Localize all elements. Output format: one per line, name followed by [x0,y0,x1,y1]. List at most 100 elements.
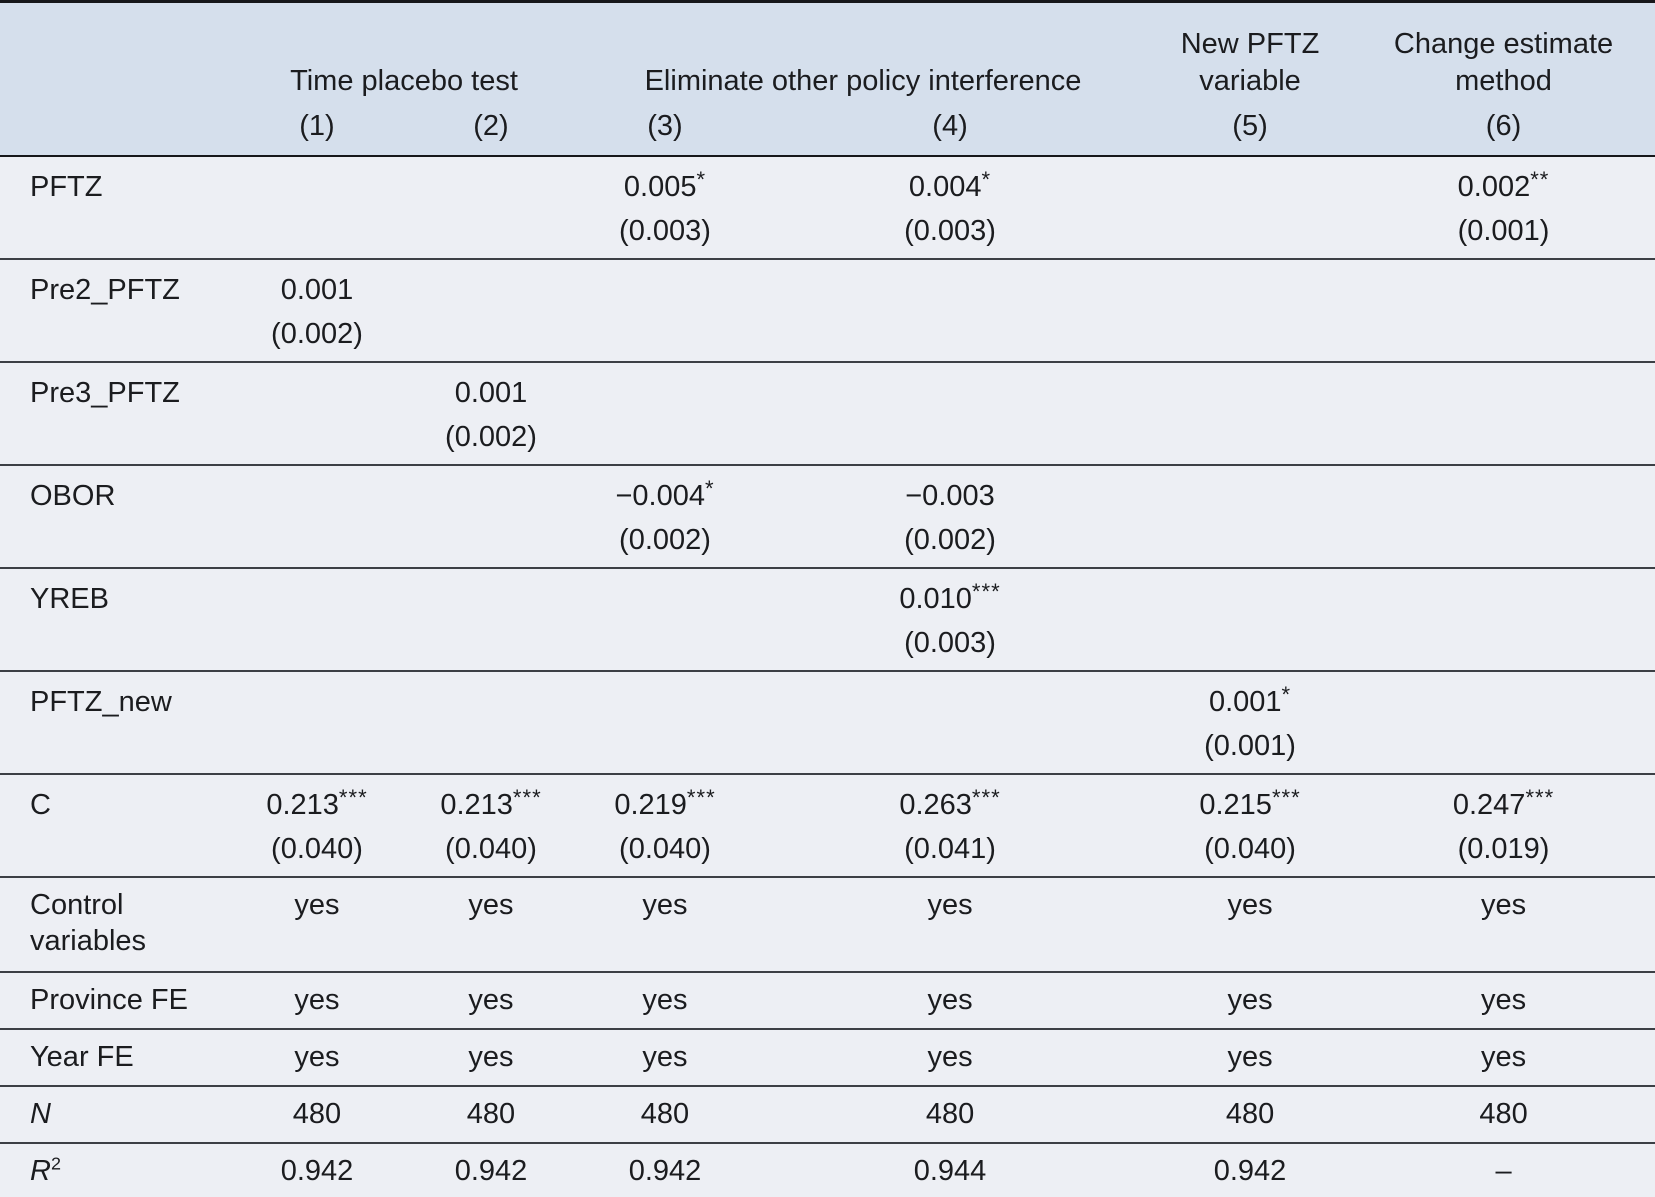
coefficient-value: 0.001 [454,377,528,409]
coefficient-value: 0.263*** [899,784,1001,821]
row-label-obor: OBOR [0,465,230,568]
cell-n-col3: 480 [640,1098,690,1130]
standard-error [230,621,404,665]
significance-stars: * [1281,681,1292,707]
cell-year-fe-col5: yes [1227,1041,1273,1073]
cell-year-fe-col4: yes [927,1041,973,1073]
standard-error: (0.019) [1457,833,1550,865]
cell-province-fe-col6: yes [1480,984,1527,1016]
coefficient-value [1148,165,1352,209]
cell-r2-col3: 0.942 [628,1154,702,1187]
row-label-text: N [30,1098,51,1130]
coefficient-value [1352,577,1655,621]
standard-error [578,724,752,768]
significance-stars: *** [512,784,542,810]
standard-error [404,724,578,768]
coefficient-value [578,680,752,724]
cell-control-variables-col1: yes [294,889,340,921]
cell-pre2-pftz-col2 [404,259,578,362]
cell-pftz-col3: 0.005* (0.003) [578,156,752,259]
coefficient-value: 0.010*** [899,578,1001,615]
coefficient-value: 0.219*** [614,784,716,821]
variable-name: Pre2_PFTZ [30,274,180,306]
coefficient-value: 0.001 [280,274,354,306]
coefficient-value [404,165,578,209]
cell-pre2-pftz-col1: 0.001 (0.002) [230,259,404,362]
standard-error [1148,209,1352,253]
standard-error [1352,724,1655,768]
cell-r2-col5: 0.942 [1213,1154,1287,1187]
standard-error [404,312,578,356]
cell-yreb-col2 [404,568,578,671]
standard-error: (0.002) [445,421,537,453]
cell-yreb-col6 [1352,568,1655,671]
standard-error [752,312,1148,356]
column-number-2: (2) [404,106,578,156]
standard-error: (0.003) [619,215,711,247]
cell-province-fe-col1: yes [294,984,340,1016]
cell-control-variables-col2: yes [468,889,514,921]
cell-year-fe-col3: yes [642,1041,688,1073]
table-row-pftz: PFTZ 0.005* (0.003) 0.004* (0.003) 0.002** (0.… [0,156,1655,259]
standard-error: (0.002) [619,524,711,556]
standard-error [230,724,404,768]
coefficient-value [752,268,1148,312]
cell-n-col1: 480 [292,1098,342,1130]
standard-error [578,415,752,459]
cell-province-fe-col2: yes [468,984,514,1016]
cell-pftz-new-col6 [1352,671,1655,774]
table-row-year-fe: Year FE yes yes yes yes yes yes [0,1029,1655,1086]
variable-name: Pre3_PFTZ [30,377,180,409]
coefficient-value: −0.003 [905,480,995,512]
coefficient-value [1352,268,1655,312]
coefficient-value [578,268,752,312]
table-row-pftz-new: PFTZ_new 0.001* (0.001) [0,671,1655,774]
cell-control-variables-col4: yes [927,889,973,921]
significance-stars: *** [1271,784,1301,810]
standard-error [1352,415,1655,459]
significance-stars: *** [338,784,368,810]
cell-r2-col6: – [1495,1154,1512,1187]
cell-obor-col5 [1148,465,1352,568]
row-label-c: C [0,774,230,877]
standard-error [1148,518,1352,562]
superscript: 2 [50,1153,61,1174]
cell-control-variables-col5: yes [1227,889,1273,921]
cell-pftz-new-col4 [752,671,1148,774]
cell-pftz-col5 [1148,156,1352,259]
cell-pre2-pftz-col3 [578,259,752,362]
row-label-year-fe: Year FE [30,1041,134,1073]
cell-obor-col2 [404,465,578,568]
cell-pre3-pftz-col6 [1352,362,1655,465]
standard-error [404,209,578,253]
standard-error [404,621,578,665]
corner-cell [0,106,230,156]
table-row-r2: R2 0.942 0.942 0.942 0.944 0.942 – [0,1143,1655,1197]
coefficient-value [230,577,404,621]
table-row-control-variables: Control variables yes yes yes yes yes yes [0,877,1655,972]
coefficient-value: 0.001* [1208,681,1292,718]
row-label-pftz-new: PFTZ_new [0,671,230,774]
table-row-province-fe: Province FE yes yes yes yes yes yes [0,972,1655,1029]
column-group-new-pftz-variable: New PFTZ variable [1148,1,1353,106]
column-number-4: (4) [752,106,1149,156]
significance-stars: *** [686,784,716,810]
row-label-control-variables: Control variables [30,889,147,957]
coefficient-value: 0.213*** [266,784,368,821]
cell-pre3-pftz-col5 [1148,362,1352,465]
row-label-province-fe: Province FE [30,984,188,1016]
standard-error [404,518,578,562]
cell-yreb-col3 [578,568,752,671]
standard-error [1148,415,1352,459]
standard-error [752,415,1148,459]
coefficient-value [404,577,578,621]
coefficient-value: 0.247*** [1452,784,1555,821]
cell-r2-col1: 0.942 [280,1154,354,1187]
cell-pre3-pftz-col2: 0.001 (0.002) [404,362,578,465]
standard-error [1352,621,1655,665]
standard-error: (0.040) [271,833,363,865]
row-label-text: R [30,1154,51,1187]
table-row-pre3-pftz: Pre3_PFTZ 0.001 (0.002) [0,362,1655,465]
standard-error [1352,518,1655,562]
